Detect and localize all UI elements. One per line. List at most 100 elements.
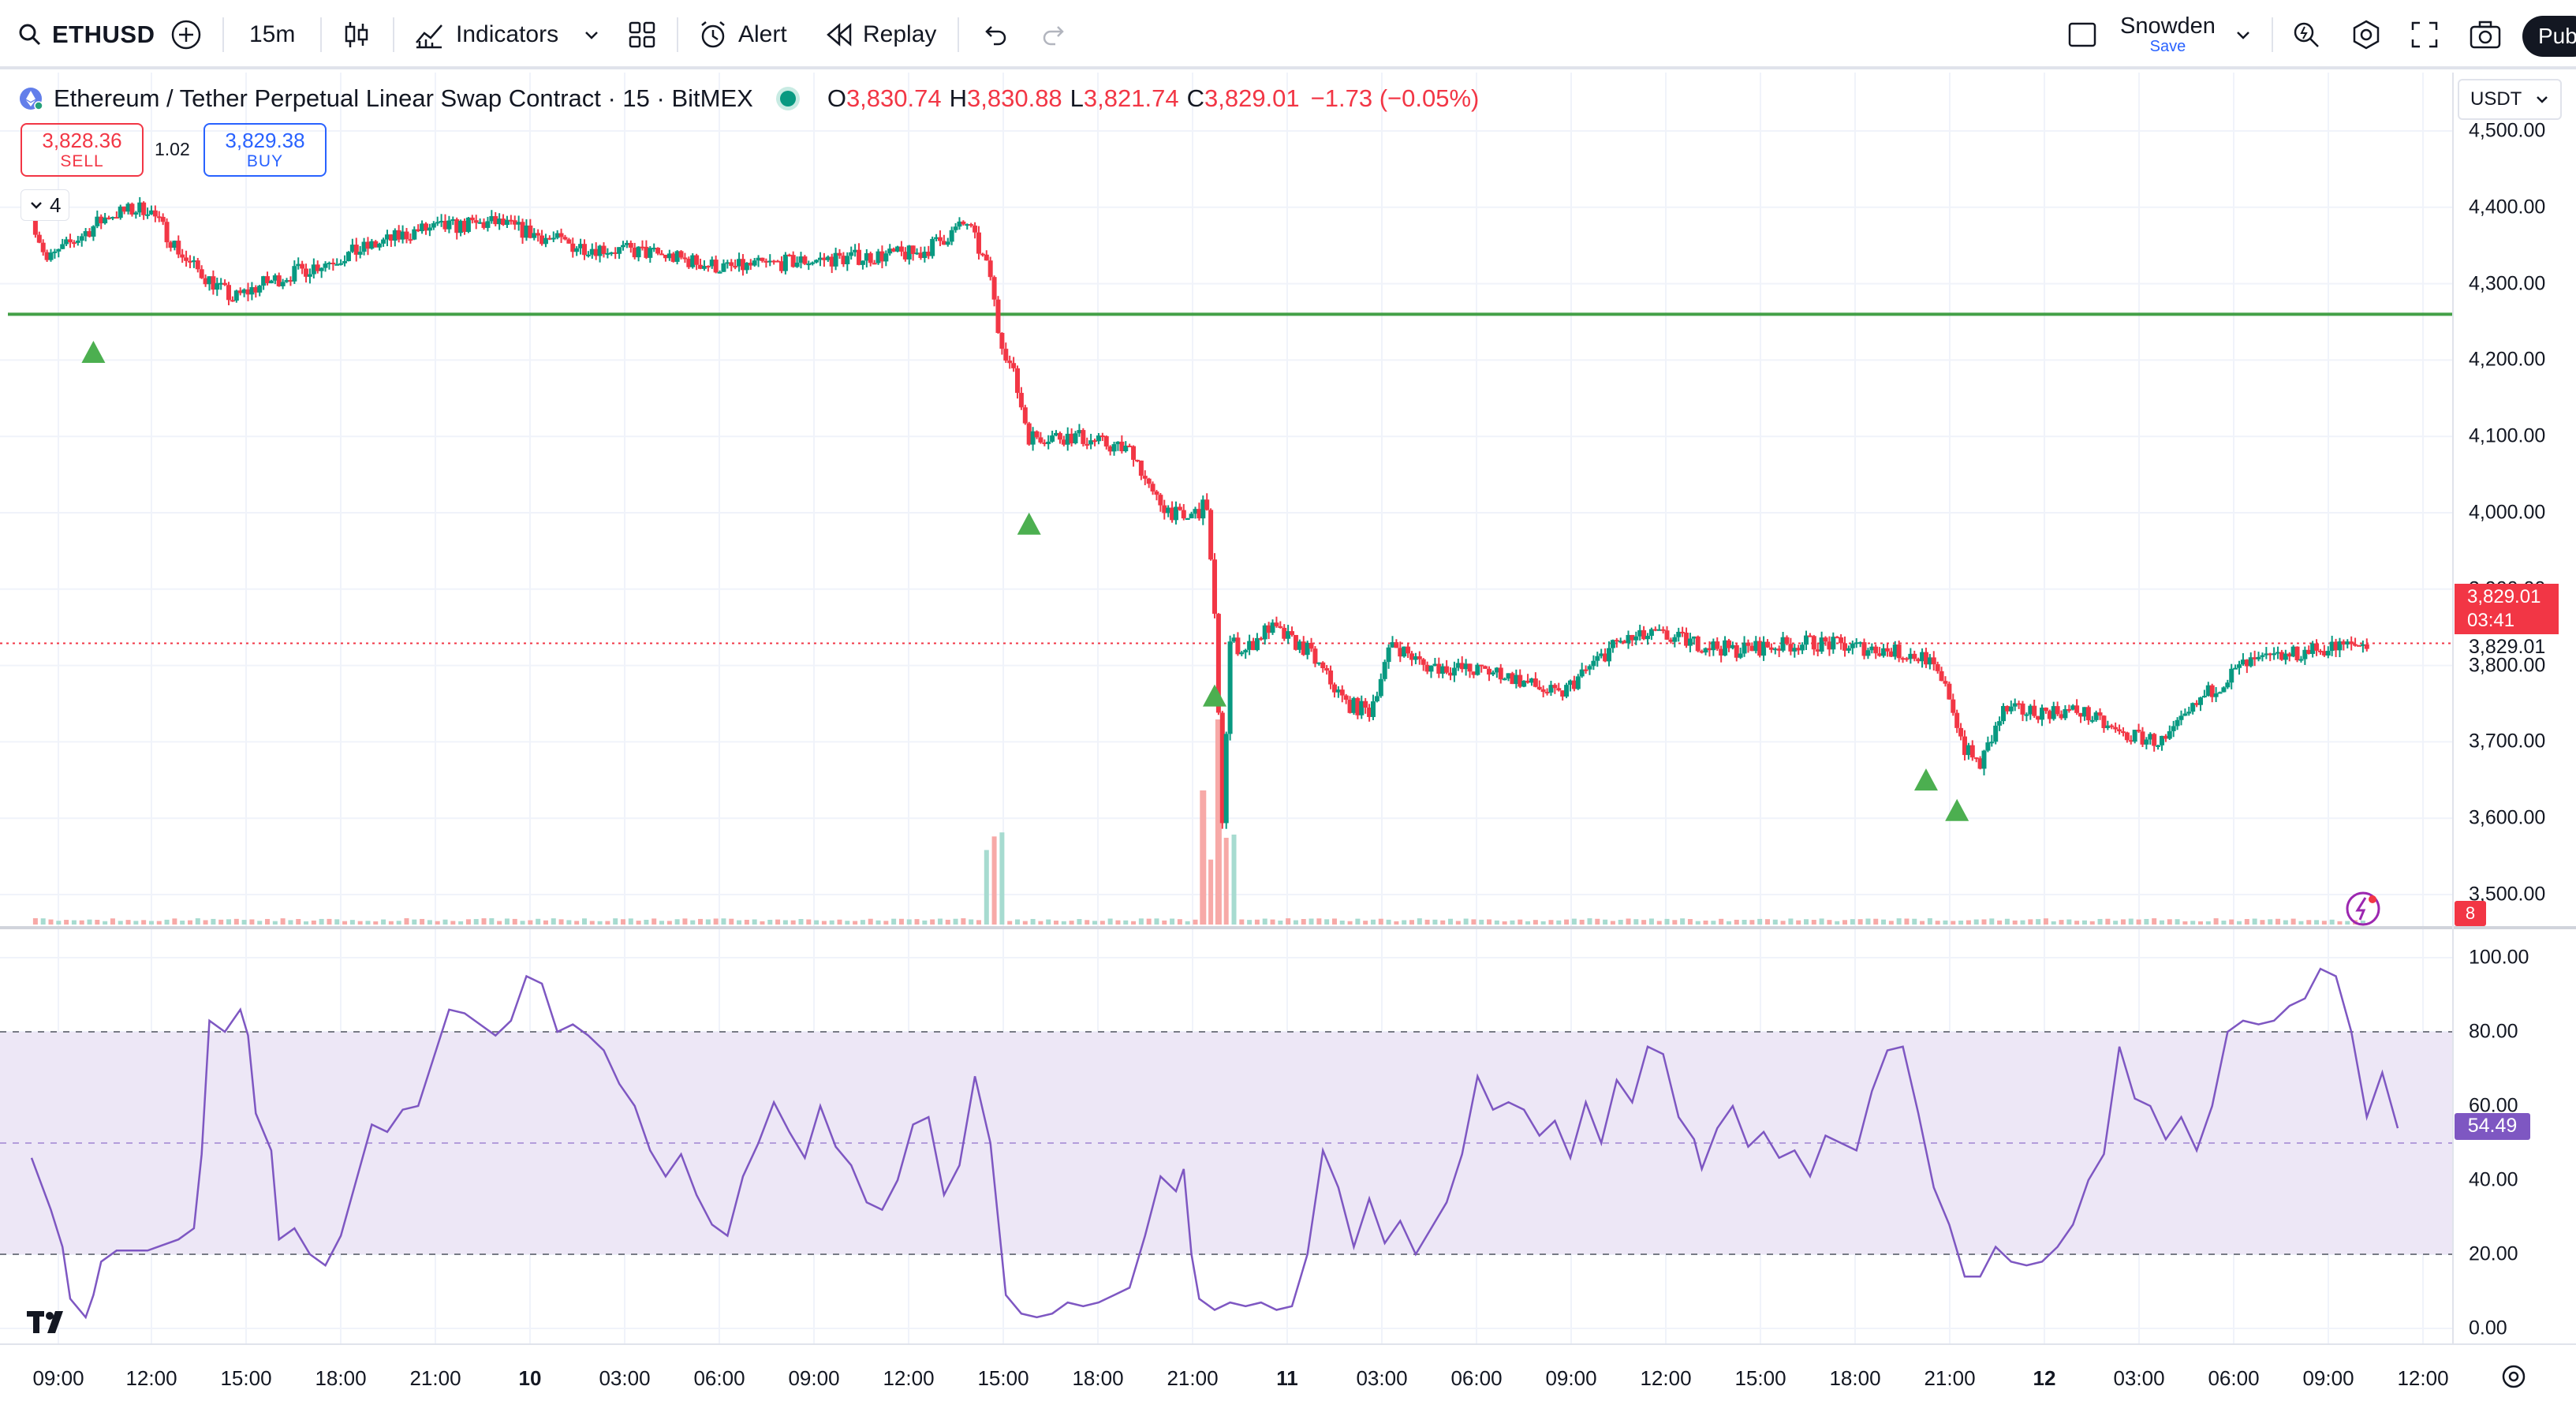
candle-body xyxy=(2167,730,2172,739)
candle-body xyxy=(1115,441,1121,445)
low-value: 3,821.74 xyxy=(1083,84,1179,112)
candle-body xyxy=(1069,433,1074,444)
redo-button[interactable] xyxy=(1041,0,1070,69)
volume-bar xyxy=(914,919,920,925)
interval-button[interactable]: 15m xyxy=(249,0,295,69)
volume-bar xyxy=(2314,920,2320,925)
volume-bar xyxy=(1386,919,1391,925)
volume-bar xyxy=(814,920,819,925)
candle-body xyxy=(1417,656,1422,659)
candle-body xyxy=(87,231,92,237)
tradingview-logo-icon[interactable] xyxy=(27,1309,74,1335)
fullscreen-icon xyxy=(2411,21,2438,48)
sell-button[interactable]: 3,828.36 SELL xyxy=(21,123,144,177)
indicators-collapse-button[interactable]: 4 xyxy=(21,189,70,221)
symbol-description[interactable]: Ethereum / Tether Perpetual Linear Swap … xyxy=(54,84,753,112)
volume-bar xyxy=(319,918,324,925)
layout-checkbox[interactable] xyxy=(2066,0,2098,69)
candle-body xyxy=(1479,664,1484,667)
snapshot-button[interactable] xyxy=(2469,0,2502,69)
candle-body xyxy=(1239,652,1245,655)
candle-body xyxy=(1382,662,1387,679)
volume-bar xyxy=(558,919,564,925)
volume-bar xyxy=(2221,921,2227,925)
chevron-down-icon xyxy=(585,32,598,39)
time-axis-label: 10 xyxy=(518,1366,542,1390)
layout-menu-dropdown[interactable] xyxy=(2234,0,2253,69)
indicators-button[interactable]: Indicators xyxy=(413,0,558,69)
last-price-tag: 3,829.01 03:41 xyxy=(2455,584,2559,634)
layout-button[interactable] xyxy=(628,0,656,69)
candle-body xyxy=(280,282,286,286)
candle-body xyxy=(2248,657,2253,667)
volume-bar xyxy=(1409,920,1414,925)
volume-bar xyxy=(226,919,231,925)
candle-body xyxy=(1355,697,1361,715)
candle-body xyxy=(1305,642,1310,656)
candle-body xyxy=(1857,642,1863,644)
candle-body xyxy=(1099,435,1105,438)
pane-dividers xyxy=(0,73,2576,1345)
candle-body xyxy=(1061,439,1066,445)
close-key: C xyxy=(1186,84,1204,112)
settings-button[interactable] xyxy=(2350,0,2382,69)
candle-body xyxy=(601,245,607,255)
volume-bar xyxy=(961,918,966,925)
candle-body xyxy=(1707,648,1712,651)
volume-bar xyxy=(605,921,610,925)
volume-bar xyxy=(164,919,170,925)
symbol-search[interactable]: ETHUSD xyxy=(17,0,155,69)
candle-body xyxy=(1935,664,1940,671)
volume-bar xyxy=(2120,919,2126,925)
candle-body xyxy=(887,248,893,254)
candle-body xyxy=(129,204,135,215)
candle-body xyxy=(211,276,216,290)
indicator-templates-dropdown[interactable] xyxy=(582,0,601,69)
toolbar-divider xyxy=(393,17,394,52)
candle-body xyxy=(961,221,966,225)
compare-symbol-button[interactable] xyxy=(170,0,202,69)
candle-body xyxy=(995,299,1001,334)
candle-body xyxy=(543,237,548,245)
volume-bar xyxy=(1471,919,1477,925)
candle-body xyxy=(2163,735,2168,739)
candle-body xyxy=(1610,640,1615,648)
volume-bar xyxy=(1935,921,1940,925)
alert-button[interactable]: Alert xyxy=(697,0,787,69)
candle-body xyxy=(64,239,69,245)
fullscreen-button[interactable] xyxy=(2410,0,2439,69)
volume-bar xyxy=(1664,918,1670,925)
currency-select[interactable]: USDT xyxy=(2458,79,2562,120)
publish-button[interactable]: Pub xyxy=(2522,16,2576,57)
volume-bar xyxy=(1092,921,1098,925)
replay-button[interactable]: Replay xyxy=(825,0,936,69)
volume-bar xyxy=(1695,921,1701,925)
volume-bar xyxy=(2260,920,2265,925)
candle-body xyxy=(1215,614,1221,713)
quick-search-button[interactable] xyxy=(2290,0,2322,69)
undo-button[interactable] xyxy=(980,0,1008,69)
chart-canvas[interactable] xyxy=(0,73,2576,1401)
gear-icon[interactable] xyxy=(2499,1362,2529,1392)
candle-body xyxy=(1247,641,1253,650)
volume-bar xyxy=(1463,918,1469,925)
candle-body xyxy=(790,255,796,267)
rsi-line xyxy=(30,967,2399,1320)
time-axis-label: 15:00 xyxy=(220,1366,272,1390)
candle-body xyxy=(1406,646,1411,654)
layout-name-button[interactable]: Snowden Save xyxy=(2120,0,2216,69)
candle-body xyxy=(160,216,166,222)
buy-button[interactable]: 3,829.38 BUY xyxy=(203,123,327,177)
candle-body xyxy=(2148,734,2153,740)
lightning-icon[interactable] xyxy=(2344,890,2382,928)
candle-body xyxy=(257,286,263,293)
chart-type-button[interactable] xyxy=(341,0,372,69)
volume-bar xyxy=(1239,919,1245,925)
volume-bar xyxy=(644,920,649,925)
candle-body xyxy=(2333,641,2339,651)
candle-body xyxy=(2117,729,2122,732)
candle-body xyxy=(497,219,502,225)
events-count-badge[interactable]: 8 xyxy=(2455,901,2486,926)
volume-bar xyxy=(1835,921,1840,925)
candle-body xyxy=(408,239,413,241)
